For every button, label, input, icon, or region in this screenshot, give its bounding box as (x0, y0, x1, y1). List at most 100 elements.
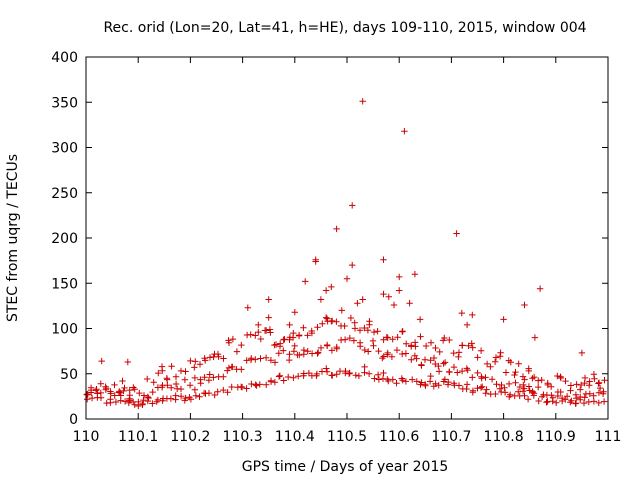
data-point-marker (158, 384, 166, 391)
data-point-marker (361, 324, 368, 332)
y-tick-label: 100 (51, 322, 78, 338)
data-point-marker (294, 351, 301, 359)
data-point-marker (439, 337, 447, 344)
data-point-marker (492, 390, 499, 398)
data-point-marker (586, 378, 593, 385)
data-point-marker (375, 376, 383, 383)
data-point-marker (388, 353, 396, 360)
data-point-marker (535, 397, 542, 405)
data-point-marker (172, 380, 180, 388)
data-point-marker (455, 353, 462, 361)
data-point-marker (446, 368, 453, 375)
data-point-marker (233, 348, 241, 355)
data-point-marker (290, 348, 298, 355)
data-point-marker (214, 388, 221, 395)
data-point-marker (469, 344, 476, 351)
plot-frame (85, 56, 609, 420)
data-point-marker (418, 361, 425, 368)
data-point-marker (144, 375, 151, 383)
data-point-marker (286, 336, 293, 343)
data-point-marker (406, 300, 413, 307)
data-point-marker (543, 399, 550, 406)
data-point-marker (214, 350, 222, 358)
data-point-marker (463, 365, 470, 372)
data-point-marker (436, 348, 443, 356)
data-point-marker (505, 380, 513, 388)
data-point-marker (454, 369, 461, 376)
data-point-marker (458, 367, 466, 375)
data-point-marker (455, 349, 463, 356)
data-point-marker (553, 399, 560, 406)
data-point-marker (491, 358, 499, 365)
data-point-marker (111, 392, 118, 399)
data-point-marker (496, 385, 504, 392)
data-point-marker (563, 393, 571, 400)
data-point-marker (177, 393, 185, 400)
data-point-marker (196, 393, 203, 400)
data-point-marker (229, 335, 237, 343)
data-point-marker (257, 335, 264, 343)
data-point-marker (267, 377, 275, 384)
data-point-marker (450, 363, 458, 371)
data-point-marker (396, 273, 403, 281)
data-point-marker (276, 343, 284, 350)
data-point-marker (427, 357, 434, 364)
data-point-marker (317, 344, 325, 352)
data-point-marker (286, 356, 293, 364)
data-point-marker (107, 396, 114, 403)
data-point-marker (385, 377, 392, 385)
data-point-marker (158, 363, 166, 370)
data-point-marker (276, 372, 284, 379)
data-point-marker (581, 374, 589, 382)
data-point-marker (349, 202, 356, 209)
data-point-marker (482, 390, 489, 397)
data-point-marker (380, 256, 387, 263)
data-point-marker (304, 348, 311, 355)
y-axis-ticks: 0 50 100 150 200 250 300 350 400 (51, 50, 608, 428)
data-point-marker (322, 287, 330, 294)
data-point-marker (531, 334, 539, 341)
data-point-marker (248, 380, 255, 388)
data-point-marker (149, 388, 156, 396)
y-tick-label: 200 (51, 231, 78, 247)
data-point-marker (595, 399, 602, 407)
data-point-marker (314, 350, 321, 357)
data-point-marker (229, 363, 236, 371)
data-point-marker (411, 352, 419, 359)
data-point-marker (295, 332, 303, 340)
data-point-marker (498, 381, 505, 389)
data-point-marker (343, 275, 351, 282)
data-point-marker (446, 336, 453, 344)
data-point-marker (164, 376, 171, 383)
data-point-marker (125, 399, 132, 407)
data-point-marker (205, 389, 213, 397)
data-point-marker (577, 386, 584, 393)
data-point-marker (374, 371, 382, 378)
data-point-marker (426, 378, 434, 385)
data-point-marker (172, 373, 180, 380)
data-point-marker (441, 376, 449, 383)
data-point-marker (474, 369, 481, 377)
data-point-marker (464, 366, 471, 374)
data-point-marker (482, 374, 489, 381)
data-point-marker (98, 357, 105, 365)
data-point-marker (224, 389, 231, 396)
data-point-marker (342, 367, 349, 375)
data-point-marker (168, 384, 175, 391)
data-point-marker (150, 379, 157, 386)
data-point-marker (290, 374, 297, 381)
data-point-marker (167, 395, 175, 402)
data-point-marker (119, 377, 126, 385)
data-point-marker (399, 328, 406, 335)
data-point-marker (487, 363, 494, 370)
data-point-marker (275, 373, 283, 380)
data-point-marker (595, 379, 603, 386)
data-point-marker (477, 384, 485, 391)
data-point-marker (300, 346, 308, 354)
data-point-marker (267, 357, 275, 364)
data-point-marker (402, 378, 410, 385)
y-tick-label: 300 (51, 141, 78, 157)
data-point-marker (375, 347, 382, 355)
data-point-marker (497, 349, 504, 356)
data-point-marker (131, 401, 138, 408)
